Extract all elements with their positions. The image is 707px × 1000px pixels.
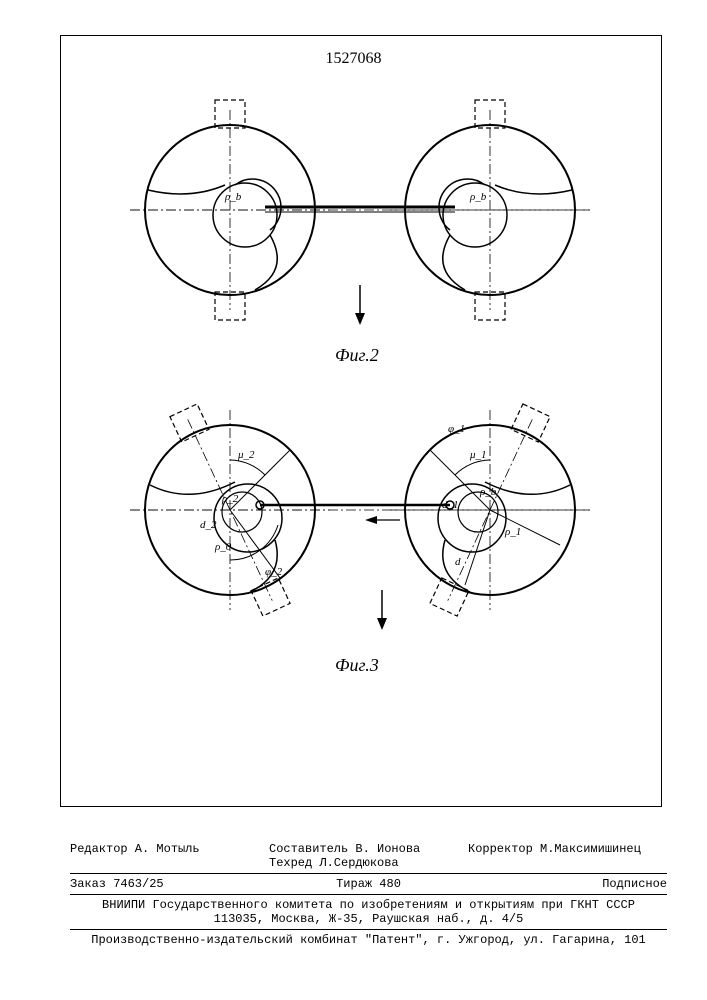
footer-order: Заказ 7463/25 <box>70 877 269 891</box>
svg-text:μ_1: μ_1 <box>469 449 487 461</box>
compiler-text: Составитель В. Ионова <box>269 842 420 856</box>
page: 1527068 ρ_b <box>0 0 707 1000</box>
vniipi-text: ВНИИПИ Государственного комитета по изоб… <box>102 898 635 912</box>
footer-publisher: Производственно-издательский комбинат "П… <box>70 929 667 950</box>
footer-tirazh: Тираж 480 <box>269 877 468 891</box>
footer-compiler: Составитель В. Ионова Техред Л.Сердюкова <box>269 842 468 870</box>
svg-text:ρ_b: ρ_b <box>469 191 487 203</box>
svg-text:ρ_b: ρ_b <box>224 191 242 203</box>
footer-editor: Редактор А. Мотыль <box>70 842 269 870</box>
svg-text:d_2: d_2 <box>200 519 217 531</box>
svg-text:φ_1: φ_1 <box>448 423 465 435</box>
svg-text:ρ_2: ρ_2 <box>221 493 239 505</box>
svg-text:ρ_b: ρ_b <box>479 486 497 498</box>
figure-2: ρ_b ρ_b <box>100 85 620 345</box>
svg-text:φ_2: φ_2 <box>265 566 283 578</box>
address-text: 113035, Москва, Ж-35, Раушская наб., д. … <box>214 912 524 926</box>
svg-text:ρ_0: ρ_0 <box>214 541 232 553</box>
figure-3: μ_2 ρ_2 d_2 ρ_0 φ_2 μ_1 φ_1 <box>100 375 620 655</box>
svg-text:ρ_1: ρ_1 <box>504 526 521 538</box>
patent-number: 1527068 <box>0 50 707 68</box>
footer-corrector: Корректор М.Максимишинец <box>468 842 667 870</box>
svg-text:d: d <box>455 556 461 568</box>
fig3-label: Фиг.3 <box>335 655 379 676</box>
footer-vniipi: ВНИИПИ Государственного комитета по изоб… <box>70 894 667 929</box>
footer-subscription: Подписное <box>468 877 667 891</box>
svg-text:μ_2: μ_2 <box>237 449 255 461</box>
techred-text: Техред Л.Сердюкова <box>269 856 399 870</box>
fig2-label: Фиг.2 <box>335 345 379 366</box>
footer: Редактор А. Мотыль Составитель В. Ионова… <box>70 839 667 950</box>
